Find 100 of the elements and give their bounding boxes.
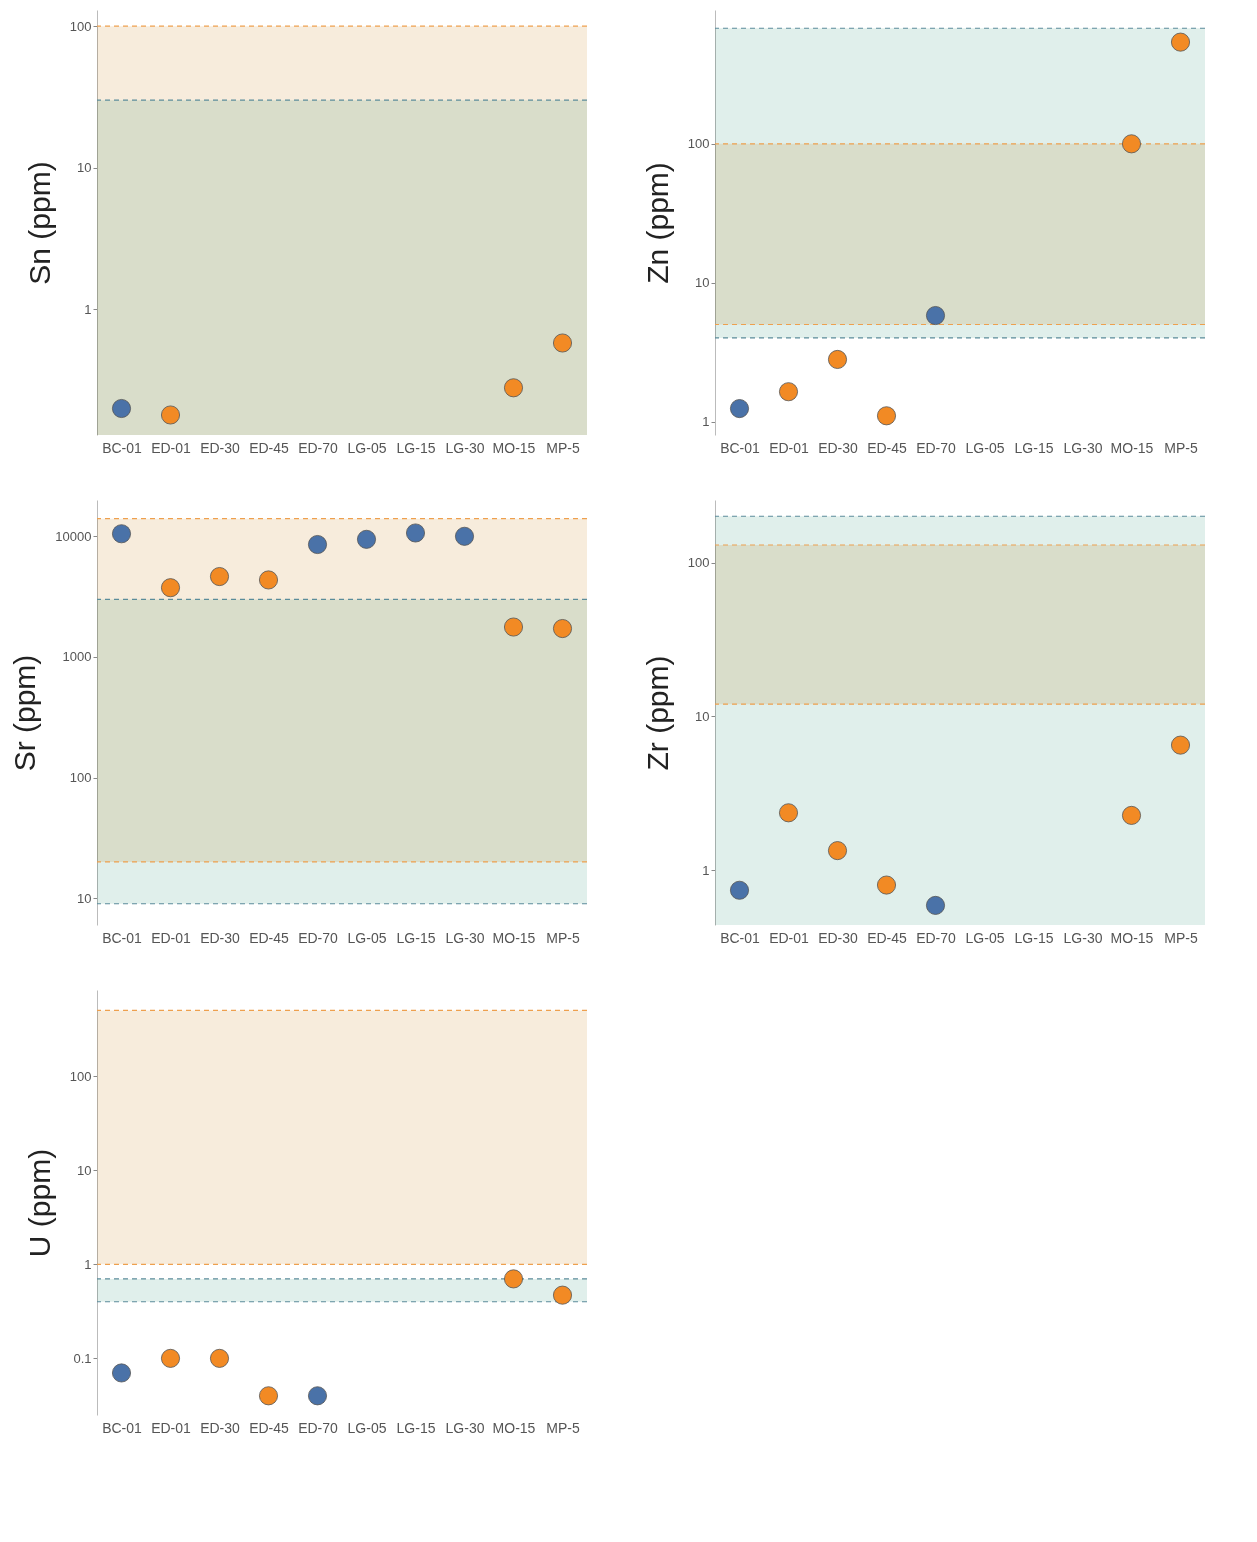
y-tick-label: 10 xyxy=(77,1162,92,1178)
x-tick-label: MP-5 xyxy=(1164,929,1198,946)
point xyxy=(504,1269,523,1289)
point xyxy=(730,399,749,419)
x-tick-label: ED-01 xyxy=(769,439,810,456)
y-tick-label: 10 xyxy=(77,890,92,906)
y-tick-label: 10000 xyxy=(55,528,92,544)
y-tick-label: 100 xyxy=(687,555,710,571)
y-axis-title: Zn (ppm) xyxy=(640,162,674,284)
x-tick-label: ED-45 xyxy=(249,929,290,946)
x-tick-label: ED-30 xyxy=(200,439,241,456)
y-axis-title: Sr (ppm) xyxy=(8,654,42,772)
point xyxy=(259,1386,278,1406)
x-tick-label: ED-30 xyxy=(818,439,859,456)
point xyxy=(877,406,896,426)
y-tick-label: 1 xyxy=(84,301,92,317)
point xyxy=(357,529,376,549)
y-tick-label: 1 xyxy=(702,414,710,430)
x-tick-label: ED-45 xyxy=(249,439,290,456)
point xyxy=(553,619,572,639)
point xyxy=(779,382,798,402)
point xyxy=(210,567,229,587)
x-tick-label: MP-5 xyxy=(546,929,580,946)
point xyxy=(1122,134,1141,154)
y-tick-label: 10 xyxy=(695,275,710,291)
point xyxy=(828,841,847,861)
x-tick-label: ED-30 xyxy=(200,1419,241,1436)
x-tick-label: BC-01 xyxy=(720,439,761,456)
x-tick-label: MO-15 xyxy=(1110,929,1154,946)
point xyxy=(112,1363,131,1383)
y-tick-label: 100 xyxy=(687,136,710,152)
x-tick-label: ED-70 xyxy=(298,439,339,456)
point xyxy=(877,875,896,895)
point xyxy=(1171,32,1190,52)
x-tick-label: ED-70 xyxy=(298,1419,339,1436)
point xyxy=(1122,805,1141,825)
point xyxy=(112,524,131,544)
x-tick-label: ED-45 xyxy=(867,439,908,456)
x-tick-label: LG-05 xyxy=(965,439,1005,456)
x-tick-label: LG-15 xyxy=(396,929,436,946)
x-tick-label: BC-01 xyxy=(102,439,143,456)
y-tick-label: 0.1 xyxy=(73,1350,92,1366)
point xyxy=(210,1348,229,1368)
x-tick-label: MP-5 xyxy=(546,1419,580,1436)
x-tick-label: ED-30 xyxy=(200,929,241,946)
point xyxy=(112,399,131,418)
y-tick-label: 10 xyxy=(77,160,92,176)
x-tick-label: MP-5 xyxy=(1164,439,1198,456)
x-tick-label: LG-15 xyxy=(1014,929,1054,946)
point xyxy=(161,1348,180,1368)
point xyxy=(553,333,572,353)
x-tick-label: LG-30 xyxy=(445,1419,485,1436)
x-tick-label: ED-30 xyxy=(818,929,859,946)
x-tick-label: LG-30 xyxy=(1063,439,1103,456)
point xyxy=(730,880,749,900)
x-tick-label: LG-05 xyxy=(347,929,387,946)
x-tick-label: BC-01 xyxy=(720,929,761,946)
point xyxy=(161,405,180,425)
y-tick-label: 10 xyxy=(695,708,710,724)
point xyxy=(161,578,180,598)
point xyxy=(779,803,798,823)
y-axis-title: Zr (ppm) xyxy=(640,655,674,771)
point xyxy=(455,526,474,546)
point xyxy=(504,617,523,637)
x-tick-label: ED-01 xyxy=(151,439,192,456)
x-tick-label: LG-30 xyxy=(445,929,485,946)
x-tick-label: ED-01 xyxy=(151,1419,192,1436)
x-tick-label: MO-15 xyxy=(1110,439,1154,456)
x-tick-label: ED-45 xyxy=(249,1419,290,1436)
x-tick-label: LG-05 xyxy=(347,1419,387,1436)
x-tick-label: LG-05 xyxy=(965,929,1005,946)
x-tick-label: LG-15 xyxy=(396,439,436,456)
y-tick-label: 1 xyxy=(84,1256,92,1272)
point xyxy=(926,895,945,915)
point xyxy=(259,570,278,590)
y-tick-label: 100 xyxy=(69,18,92,34)
point xyxy=(308,1386,327,1406)
x-tick-label: ED-70 xyxy=(916,929,957,946)
x-tick-label: LG-30 xyxy=(1063,929,1103,946)
point xyxy=(553,1285,572,1305)
x-tick-label: MO-15 xyxy=(492,439,536,456)
point xyxy=(504,378,523,398)
x-tick-label: ED-01 xyxy=(151,929,192,946)
point xyxy=(926,306,945,325)
x-tick-label: LG-15 xyxy=(1014,439,1054,456)
x-tick-label: LG-05 xyxy=(347,439,387,456)
y-axis-title: U (ppm) xyxy=(22,1148,56,1258)
x-tick-label: MP-5 xyxy=(546,439,580,456)
y-tick-label: 100 xyxy=(69,770,92,786)
x-tick-label: ED-70 xyxy=(298,929,339,946)
x-tick-label: LG-15 xyxy=(396,1419,436,1436)
y-axis-title: Sn (ppm) xyxy=(22,161,56,285)
x-tick-label: BC-01 xyxy=(102,929,143,946)
y-tick-label: 1000 xyxy=(62,649,92,665)
x-tick-label: ED-70 xyxy=(916,439,957,456)
point xyxy=(1171,735,1190,755)
x-tick-label: ED-45 xyxy=(867,929,908,946)
y-tick-label: 100 xyxy=(69,1068,92,1084)
x-tick-label: MO-15 xyxy=(492,929,536,946)
y-tick-label: 1 xyxy=(702,862,710,878)
